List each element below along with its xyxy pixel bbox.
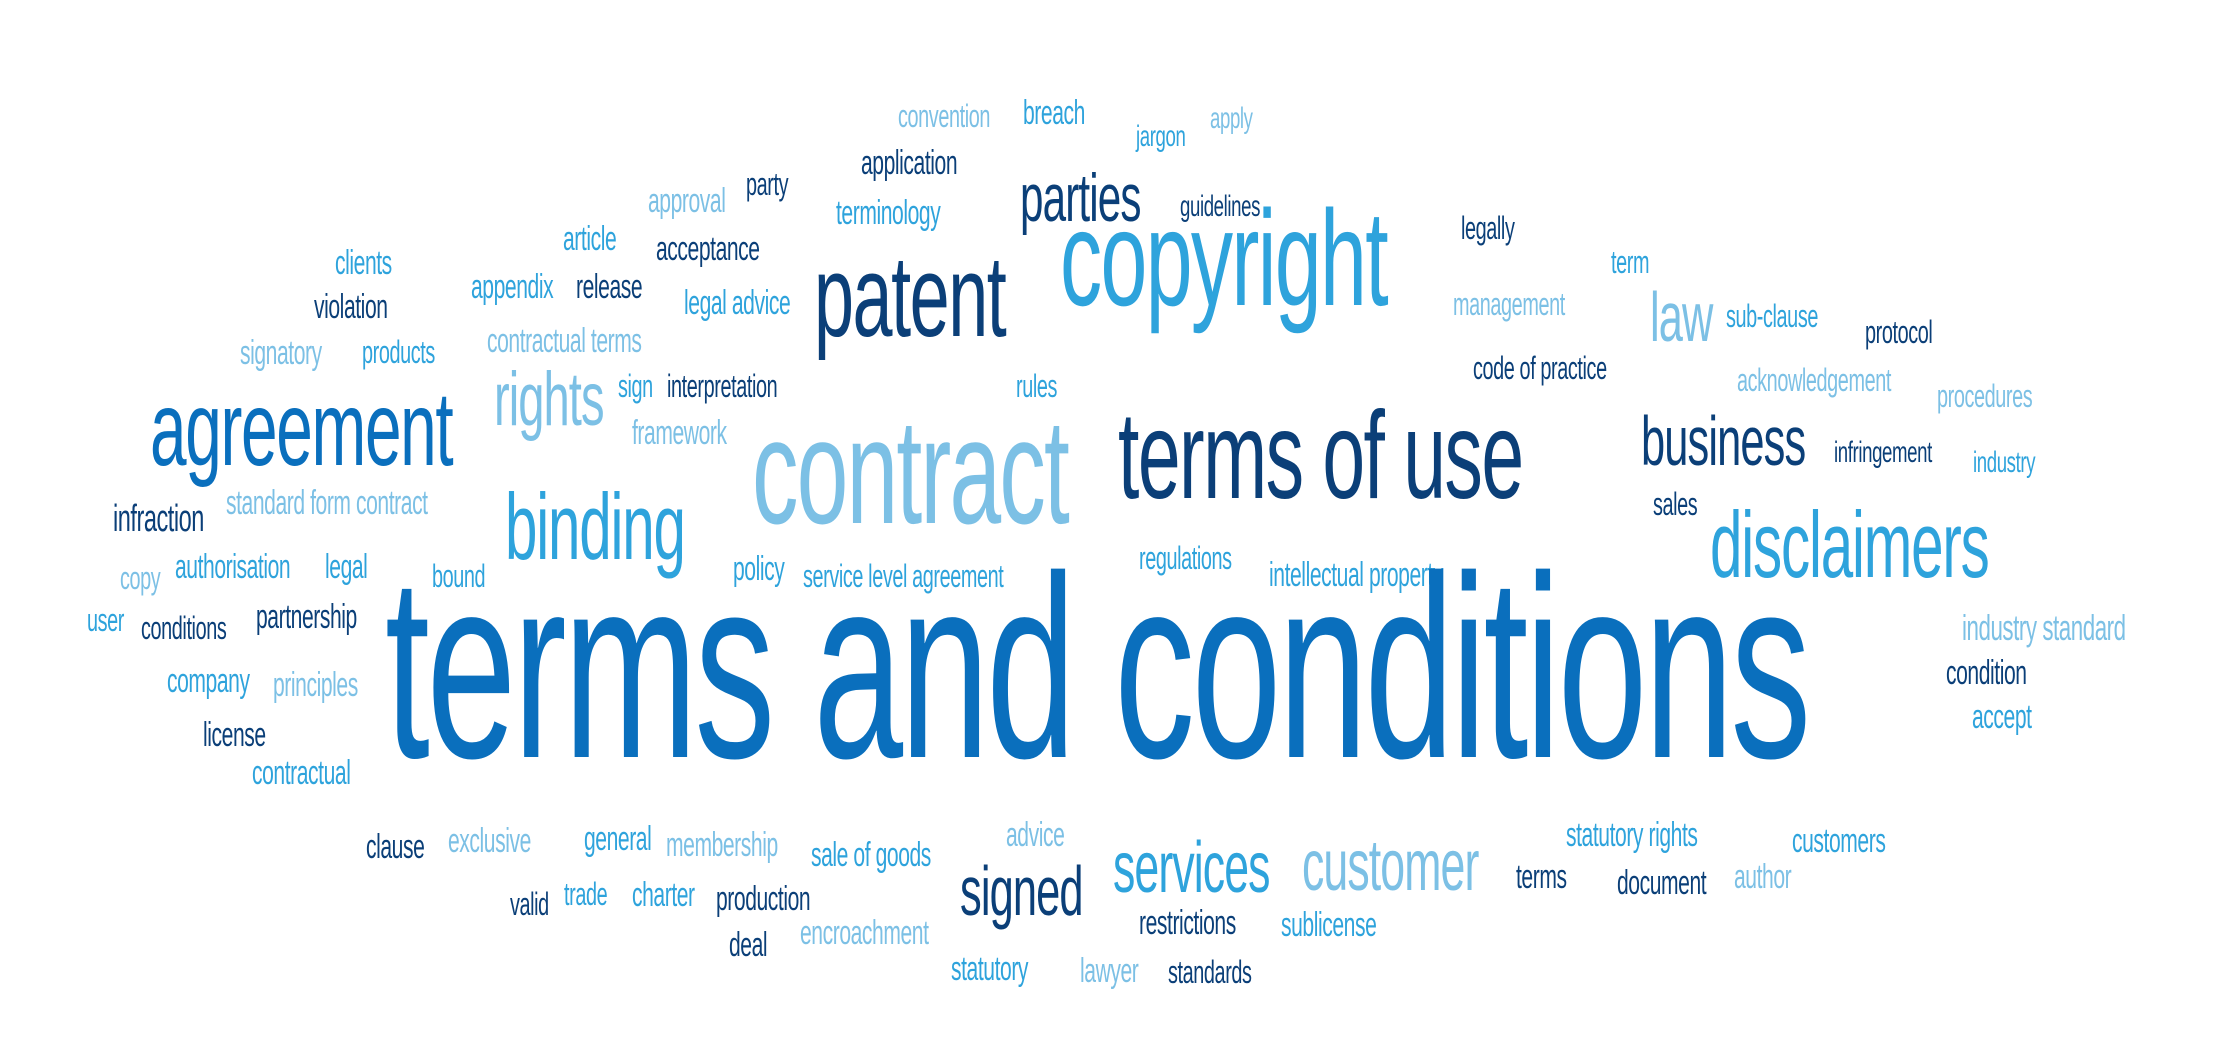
- cloud-word: sales: [1653, 486, 1698, 522]
- cloud-word: framework: [632, 414, 727, 452]
- cloud-word: contract: [752, 387, 1070, 555]
- cloud-word: standard form contract: [226, 484, 428, 522]
- cloud-word: condition: [1946, 654, 2027, 692]
- cloud-word: sub-clause: [1726, 298, 1818, 334]
- cloud-word: appendix: [471, 268, 554, 306]
- cloud-word: author: [1734, 858, 1792, 896]
- cloud-word: code of practice: [1473, 350, 1607, 386]
- cloud-word: industry: [1973, 446, 2036, 479]
- cloud-word: advice: [1006, 816, 1065, 854]
- cloud-word: accept: [1972, 698, 2032, 736]
- cloud-word: legal advice: [684, 284, 791, 322]
- cloud-word: copyright: [1060, 182, 1389, 334]
- cloud-word: guidelines: [1180, 190, 1261, 223]
- cloud-word: party: [746, 166, 789, 202]
- cloud-word: license: [203, 716, 266, 754]
- cloud-word: article: [563, 220, 617, 258]
- cloud-word: release: [576, 268, 643, 306]
- cloud-word: parties: [1020, 160, 1141, 236]
- cloud-word: sign: [618, 368, 653, 404]
- cloud-word: approval: [648, 182, 726, 220]
- cloud-word: agreement: [150, 370, 454, 488]
- cloud-word: statutory: [951, 950, 1029, 988]
- cloud-word: protocol: [1865, 314, 1933, 350]
- cloud-word: company: [167, 662, 250, 700]
- cloud-word: violation: [314, 288, 388, 326]
- cloud-word: lawyer: [1080, 952, 1139, 990]
- cloud-word: production: [716, 880, 811, 918]
- cloud-word: regulations: [1139, 540, 1232, 576]
- cloud-word: statutory rights: [1566, 816, 1698, 854]
- cloud-word: term: [1611, 244, 1650, 280]
- cloud-word: terminology: [836, 194, 941, 232]
- cloud-word: bound: [432, 558, 486, 594]
- cloud-word: terms and conditions: [385, 523, 1811, 813]
- cloud-word: signatory: [240, 334, 322, 372]
- cloud-word: convention: [898, 98, 991, 134]
- cloud-word: breach: [1023, 94, 1085, 132]
- cloud-word: terms: [1516, 858, 1567, 896]
- cloud-word: deal: [729, 926, 768, 964]
- cloud-word: copy: [120, 560, 161, 596]
- cloud-word: standards: [1168, 954, 1252, 990]
- cloud-word: policy: [733, 550, 785, 588]
- cloud-word: conditions: [141, 610, 227, 646]
- cloud-word: application: [861, 144, 958, 182]
- cloud-word: legally: [1461, 210, 1515, 246]
- cloud-word: business: [1641, 402, 1806, 480]
- cloud-word: encroachment: [800, 914, 929, 952]
- cloud-word: partnership: [256, 598, 357, 636]
- cloud-word: user: [87, 602, 125, 638]
- cloud-word: sublicense: [1281, 906, 1377, 944]
- cloud-word: terms of use: [1118, 387, 1524, 525]
- cloud-word: valid: [510, 886, 549, 922]
- cloud-word: contractual: [252, 754, 351, 792]
- cloud-word: patent: [814, 231, 1007, 361]
- cloud-word: clients: [335, 244, 392, 282]
- cloud-word: principles: [273, 666, 358, 704]
- cloud-word: rules: [1016, 368, 1058, 404]
- cloud-word: procedures: [1937, 378, 2033, 414]
- cloud-word: signed: [960, 852, 1084, 930]
- cloud-word: customers: [1792, 822, 1886, 860]
- cloud-word: document: [1617, 864, 1707, 902]
- cloud-word: clause: [366, 828, 425, 866]
- cloud-word: binding: [505, 474, 686, 579]
- cloud-word: rights: [494, 357, 605, 442]
- cloud-word: intellectual property: [1269, 556, 1443, 594]
- cloud-word: services: [1113, 828, 1270, 908]
- cloud-word: authorisation: [175, 548, 291, 586]
- cloud-word: restrictions: [1139, 904, 1236, 942]
- cloud-word: products: [362, 334, 435, 370]
- cloud-word: exclusive: [448, 822, 531, 860]
- cloud-word: management: [1453, 286, 1565, 322]
- cloud-word: acknowledgement: [1737, 362, 1891, 398]
- cloud-word: infraction: [113, 498, 204, 540]
- cloud-word: infringement: [1834, 436, 1932, 469]
- cloud-word: industry standard: [1962, 607, 2126, 648]
- cloud-word: jargon: [1136, 120, 1186, 153]
- cloud-word: interpretation: [667, 368, 778, 404]
- cloud-word: apply: [1210, 102, 1253, 135]
- cloud-word: customer: [1302, 826, 1479, 906]
- cloud-word: sale of goods: [811, 836, 931, 874]
- cloud-word: service level agreement: [803, 558, 1004, 594]
- cloud-word: trade: [564, 876, 608, 912]
- cloud-word: membership: [666, 826, 778, 864]
- cloud-word: contractual terms: [487, 322, 642, 360]
- cloud-word: law: [1650, 278, 1713, 356]
- cloud-word: acceptance: [656, 230, 760, 268]
- cloud-word: legal: [325, 548, 368, 586]
- cloud-word: charter: [632, 876, 695, 914]
- cloud-word: disclaimers: [1710, 492, 1990, 597]
- cloud-word: general: [584, 820, 652, 858]
